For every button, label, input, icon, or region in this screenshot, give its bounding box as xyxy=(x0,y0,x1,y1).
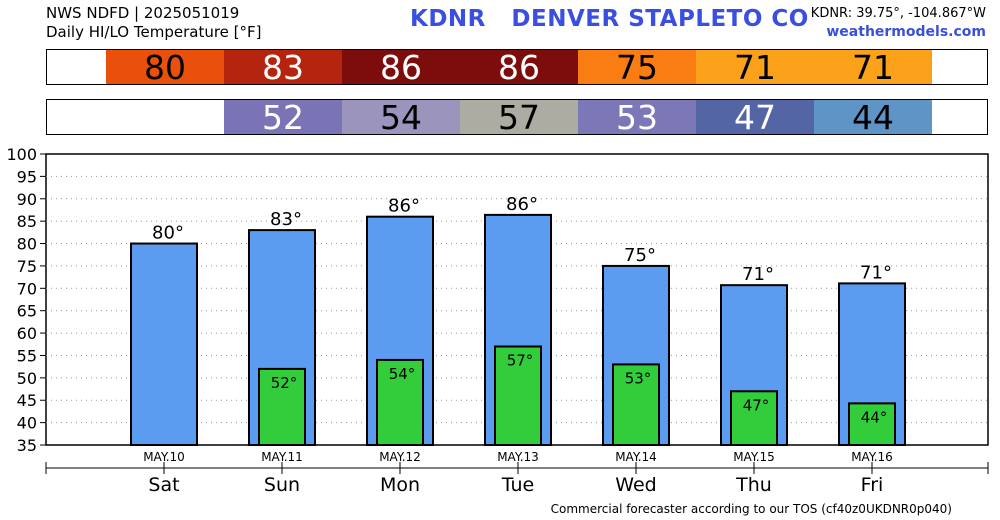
weekday-label: Wed xyxy=(615,474,656,496)
high-temp-label: 86° xyxy=(388,196,420,217)
y-tick-label: 100 xyxy=(6,145,37,164)
header-left: NWS NDFD | 2025051019 Daily HI/LO Temper… xyxy=(46,4,262,42)
date-label: MAY.10 xyxy=(143,450,185,464)
high-temp-cell: 75 xyxy=(578,48,696,87)
y-tick-label: 95 xyxy=(17,167,37,186)
weekday-label: Mon xyxy=(380,474,420,496)
y-tick-label: 60 xyxy=(17,324,37,343)
high-temp-label: 80° xyxy=(152,223,184,244)
low-temp-cell: 53 xyxy=(578,98,696,137)
y-tick-label: 50 xyxy=(17,369,37,388)
high-temp-cell: 86 xyxy=(342,48,460,87)
weekday-label: Sun xyxy=(264,474,300,496)
high-temp-cell: 71 xyxy=(696,48,814,87)
footer-note: Commercial forecaster according to our T… xyxy=(550,502,952,516)
high-temp-label: 71° xyxy=(742,264,774,285)
station-coords: KDNR: 39.75°, -104.867°W xyxy=(810,6,986,21)
low-temp-label: 44° xyxy=(861,408,888,426)
station-code: KDNR xyxy=(410,6,486,32)
y-tick-label: 90 xyxy=(17,190,37,209)
y-tick-label: 75 xyxy=(17,257,37,276)
site-link[interactable]: weathermodels.com xyxy=(826,24,986,40)
low-temp-cell: 44 xyxy=(814,98,932,137)
low-temp-label: 53° xyxy=(625,369,652,387)
high-temp-bar xyxy=(130,242,198,446)
low-temp-cell: 47 xyxy=(696,98,814,137)
low-temp-bar xyxy=(258,367,306,446)
y-tick-label: 80 xyxy=(17,235,37,254)
weekday-label: Tue xyxy=(501,474,534,496)
low-temp-label: 47° xyxy=(743,396,770,414)
y-tick-label: 40 xyxy=(17,414,37,433)
model-run-label: NWS NDFD | 2025051019 xyxy=(46,4,240,22)
date-label: MAY.11 xyxy=(261,450,303,464)
low-temp-bar xyxy=(730,390,778,446)
date-label: MAY.15 xyxy=(733,450,775,464)
high-temp-label: 71° xyxy=(860,262,892,283)
y-tick-label: 45 xyxy=(17,391,37,410)
low-temp-bar xyxy=(494,345,542,446)
station-title: KDNR DENVER STAPLETO CO xyxy=(410,6,809,32)
high-temp-label: 86° xyxy=(506,194,538,215)
low-temp-cell: 54 xyxy=(342,98,460,137)
high-temp-label: 83° xyxy=(270,209,302,230)
low-temp-label: 54° xyxy=(389,365,416,383)
weekday-label: Thu xyxy=(735,474,772,496)
low-temp-label: 57° xyxy=(507,352,534,370)
low-temp-bar xyxy=(376,358,424,447)
high-temp-cell: 86 xyxy=(460,48,578,87)
date-label: MAY.12 xyxy=(379,450,421,464)
low-temp-label: 52° xyxy=(271,374,298,392)
product-label: Daily HI/LO Temperature [°F] xyxy=(46,23,262,41)
high-temp-cell: 83 xyxy=(224,48,342,87)
low-temp-cell xyxy=(106,100,224,134)
y-tick-label: 70 xyxy=(17,279,37,298)
y-tick-label: 65 xyxy=(17,302,37,321)
date-label: MAY.14 xyxy=(615,450,657,464)
low-temp-bar xyxy=(848,402,896,447)
y-tick-label: 85 xyxy=(17,212,37,231)
high-temp-cell: 71 xyxy=(814,48,932,87)
weekday-label: Fri xyxy=(861,474,884,496)
high-temp-cell: 80 xyxy=(106,48,224,87)
high-temp-strip: 80 83 86 86 75 71 71 xyxy=(46,48,988,87)
low-temp-cell: 52 xyxy=(224,98,342,137)
low-temp-cell: 57 xyxy=(460,98,578,137)
low-temp-strip: 52 54 57 53 47 44 xyxy=(46,98,988,137)
weekday-label: Sat xyxy=(148,474,179,496)
low-temp-bar xyxy=(612,363,660,446)
y-tick-label: 35 xyxy=(17,436,37,455)
date-label: MAY.16 xyxy=(851,450,893,464)
date-label: MAY.13 xyxy=(497,450,539,464)
header-right: KDNR: 39.75°, -104.867°W weathermodels.c… xyxy=(811,4,986,42)
high-temp-label: 75° xyxy=(624,245,656,266)
y-tick-label: 55 xyxy=(17,346,37,365)
station-name: DENVER STAPLETO CO xyxy=(511,6,809,32)
